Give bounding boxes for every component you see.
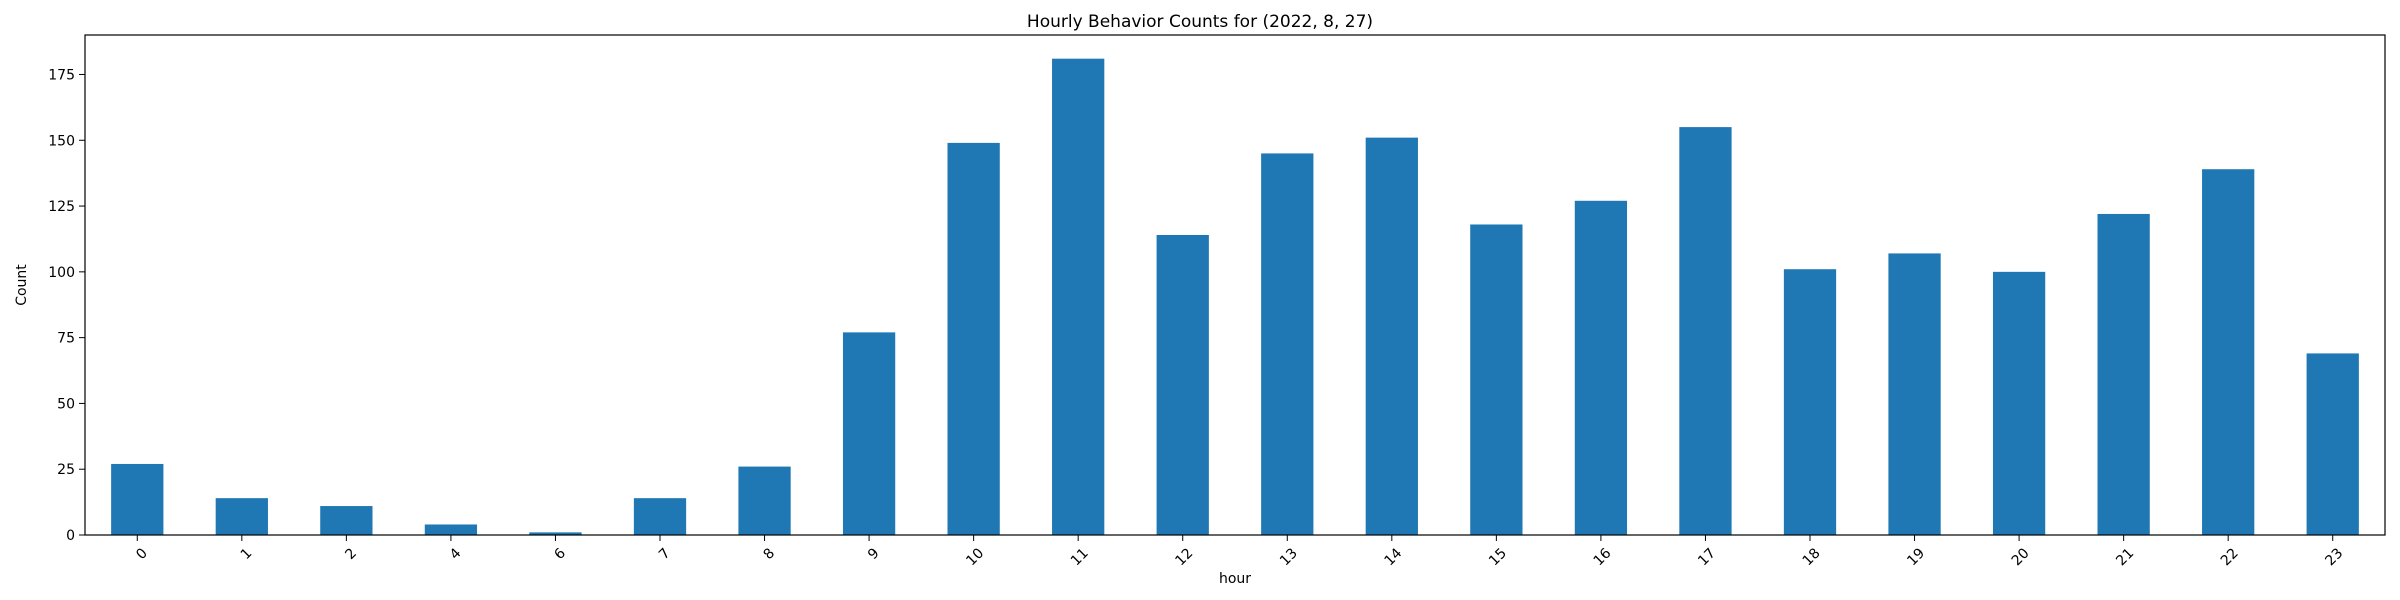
x-tick-label: 12	[1172, 545, 1196, 569]
x-tick-label: 17	[1695, 545, 1719, 569]
bar-hour-4	[424, 524, 478, 535]
bar-hour-13	[1261, 153, 1314, 535]
x-tick-label: 13	[1277, 545, 1301, 569]
y-tick-label: 125	[48, 199, 75, 215]
bar-hour-16	[1574, 200, 1628, 535]
x-axis-label: hour	[1219, 571, 1251, 587]
x-tick-label: 20	[2009, 545, 2033, 569]
x-tick-label: 6	[551, 545, 569, 563]
x-tick-label: 2	[342, 545, 360, 563]
bar-hour-7	[633, 498, 687, 535]
y-axis: 0 25 50 75 100 125 150 175	[48, 67, 85, 544]
x-tick-label: 15	[1486, 545, 1510, 569]
x-tick-label: 10	[963, 545, 987, 569]
x-tick-label: 16	[1591, 545, 1615, 569]
x-tick-label: 23	[2322, 545, 2346, 569]
bar-hour-17	[1679, 127, 1732, 536]
chart-title: Hourly Behavior Counts for (2022, 8, 27)	[1027, 12, 1373, 32]
y-tick-label: 50	[57, 396, 75, 412]
bar-hour-23	[2306, 353, 2359, 535]
x-tick-label: 4	[447, 545, 465, 563]
x-tick-label: 14	[1382, 545, 1406, 569]
bar-hour-9	[842, 332, 896, 535]
y-tick-label: 175	[48, 67, 75, 83]
x-tick-label: 7	[656, 545, 674, 563]
y-tick-label: 100	[48, 265, 75, 281]
bar-hour-8	[738, 466, 791, 535]
bar-hour-18	[1783, 269, 1837, 535]
bar-hour-22	[2202, 169, 2255, 536]
x-tick-label: 21	[2113, 545, 2137, 569]
x-tick-label: 19	[1904, 545, 1928, 569]
bar-hour-0	[111, 463, 164, 535]
bar-hour-19	[1888, 253, 1941, 535]
bars	[111, 58, 2359, 536]
bar-hour-1	[215, 498, 268, 535]
x-tick-label: 22	[2218, 545, 2242, 569]
bar-hour-20	[1992, 271, 2046, 535]
x-tick-label: 9	[865, 545, 883, 563]
y-axis-label: Count	[14, 264, 30, 306]
y-tick-label: 75	[57, 331, 75, 347]
x-tick-label: 1	[238, 545, 256, 563]
x-tick-label: 8	[761, 545, 779, 563]
y-tick-label: 0	[66, 528, 75, 544]
x-tick-label: 11	[1068, 545, 1092, 569]
bar-hour-12	[1156, 235, 1209, 535]
bar-hour-10	[947, 142, 1000, 536]
bar-hour-15	[1470, 224, 1523, 535]
bar-hour-11	[1052, 58, 1105, 536]
y-tick-label: 25	[57, 462, 75, 478]
x-tick-label: 18	[1800, 545, 1824, 569]
y-tick-label: 150	[48, 133, 75, 149]
bar-hour-21	[2097, 213, 2150, 535]
x-tick-label: 0	[133, 545, 151, 563]
plot-frame	[84, 34, 2386, 536]
x-axis: 0 1 2 4 6 7 8 9 10 11 12 13 14 15 16 17 18 19 20 21 22 23	[133, 535, 2346, 569]
bar-hour-14	[1365, 137, 1418, 535]
bar-hour-2	[320, 506, 373, 535]
bar-hour-6	[529, 532, 582, 535]
